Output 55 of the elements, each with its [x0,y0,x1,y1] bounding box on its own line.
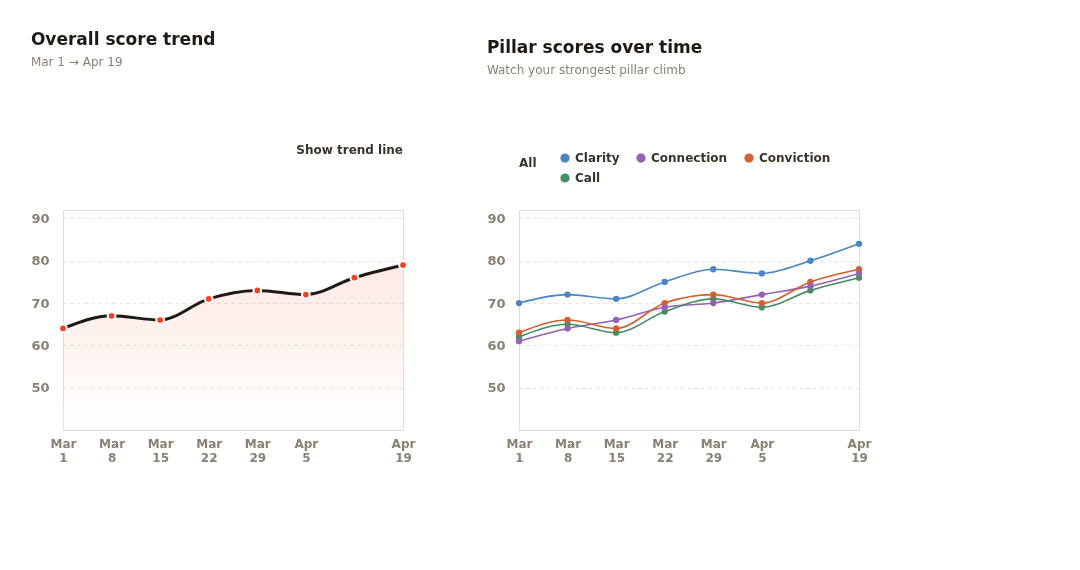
legend-label: Conviction [759,151,831,166]
point [807,283,814,290]
point [758,270,766,277]
y-tick-label: 50 [487,380,506,396]
chart-title: Overall score trend [30,29,216,49]
point [807,257,814,264]
x-tick-label: Mar 29 [244,436,271,465]
x-tick-label: Apr 5 [294,436,319,465]
x-tick-label: Mar 22 [196,436,223,465]
point [855,240,863,247]
point [564,291,571,298]
chart-subtitle: Mar 1 → Apr 19 [30,55,123,69]
chart-title: Pillar scores over time [486,37,703,57]
x-tick-label: Apr 5 [750,436,775,465]
x-tick-label: Mar 8 [99,436,126,465]
point [758,291,766,298]
y-tick-label: 60 [487,337,506,353]
x-tick-label: Mar 8 [555,436,582,465]
point [710,299,717,307]
point [564,325,571,332]
y-tick-label: 70 [487,295,506,311]
y-tick-label: 80 [31,253,50,269]
y-tick-label: 90 [487,210,506,226]
text: Show trend line [296,143,403,157]
point [515,329,523,336]
x-tick-label: Mar 15 [147,436,174,465]
x-tick-label: Mar 29 [700,436,727,465]
point [564,316,571,324]
point [612,295,620,302]
chart-subtitle: Watch your strongest pillar climb [486,63,686,77]
point [612,325,620,332]
text: All [519,156,537,170]
point [515,299,523,307]
point [758,299,766,307]
y-tick-label: 70 [31,295,50,311]
x-tick-label: Mar 22 [652,436,679,465]
point [855,270,863,277]
point [612,316,620,324]
y-tick-label: 60 [31,337,50,353]
x-tick-label: Mar 15 [603,436,630,465]
x-tick-label: Apr 19 [847,436,872,465]
y-tick-label: 90 [31,210,50,226]
x-tick-label: Mar 1 [506,436,533,465]
point [710,266,717,273]
legend-label: Clarity [575,151,620,166]
point [515,338,523,345]
legend-label: Connection [651,151,728,166]
x-tick-label: Mar 1 [50,436,77,465]
x-tick-label: Apr 19 [391,436,416,465]
point [661,304,668,311]
y-tick-label: 80 [487,253,506,269]
legend-label: Call [575,171,601,185]
point [710,291,717,298]
y-tick-label: 50 [31,380,50,396]
point [661,278,668,286]
